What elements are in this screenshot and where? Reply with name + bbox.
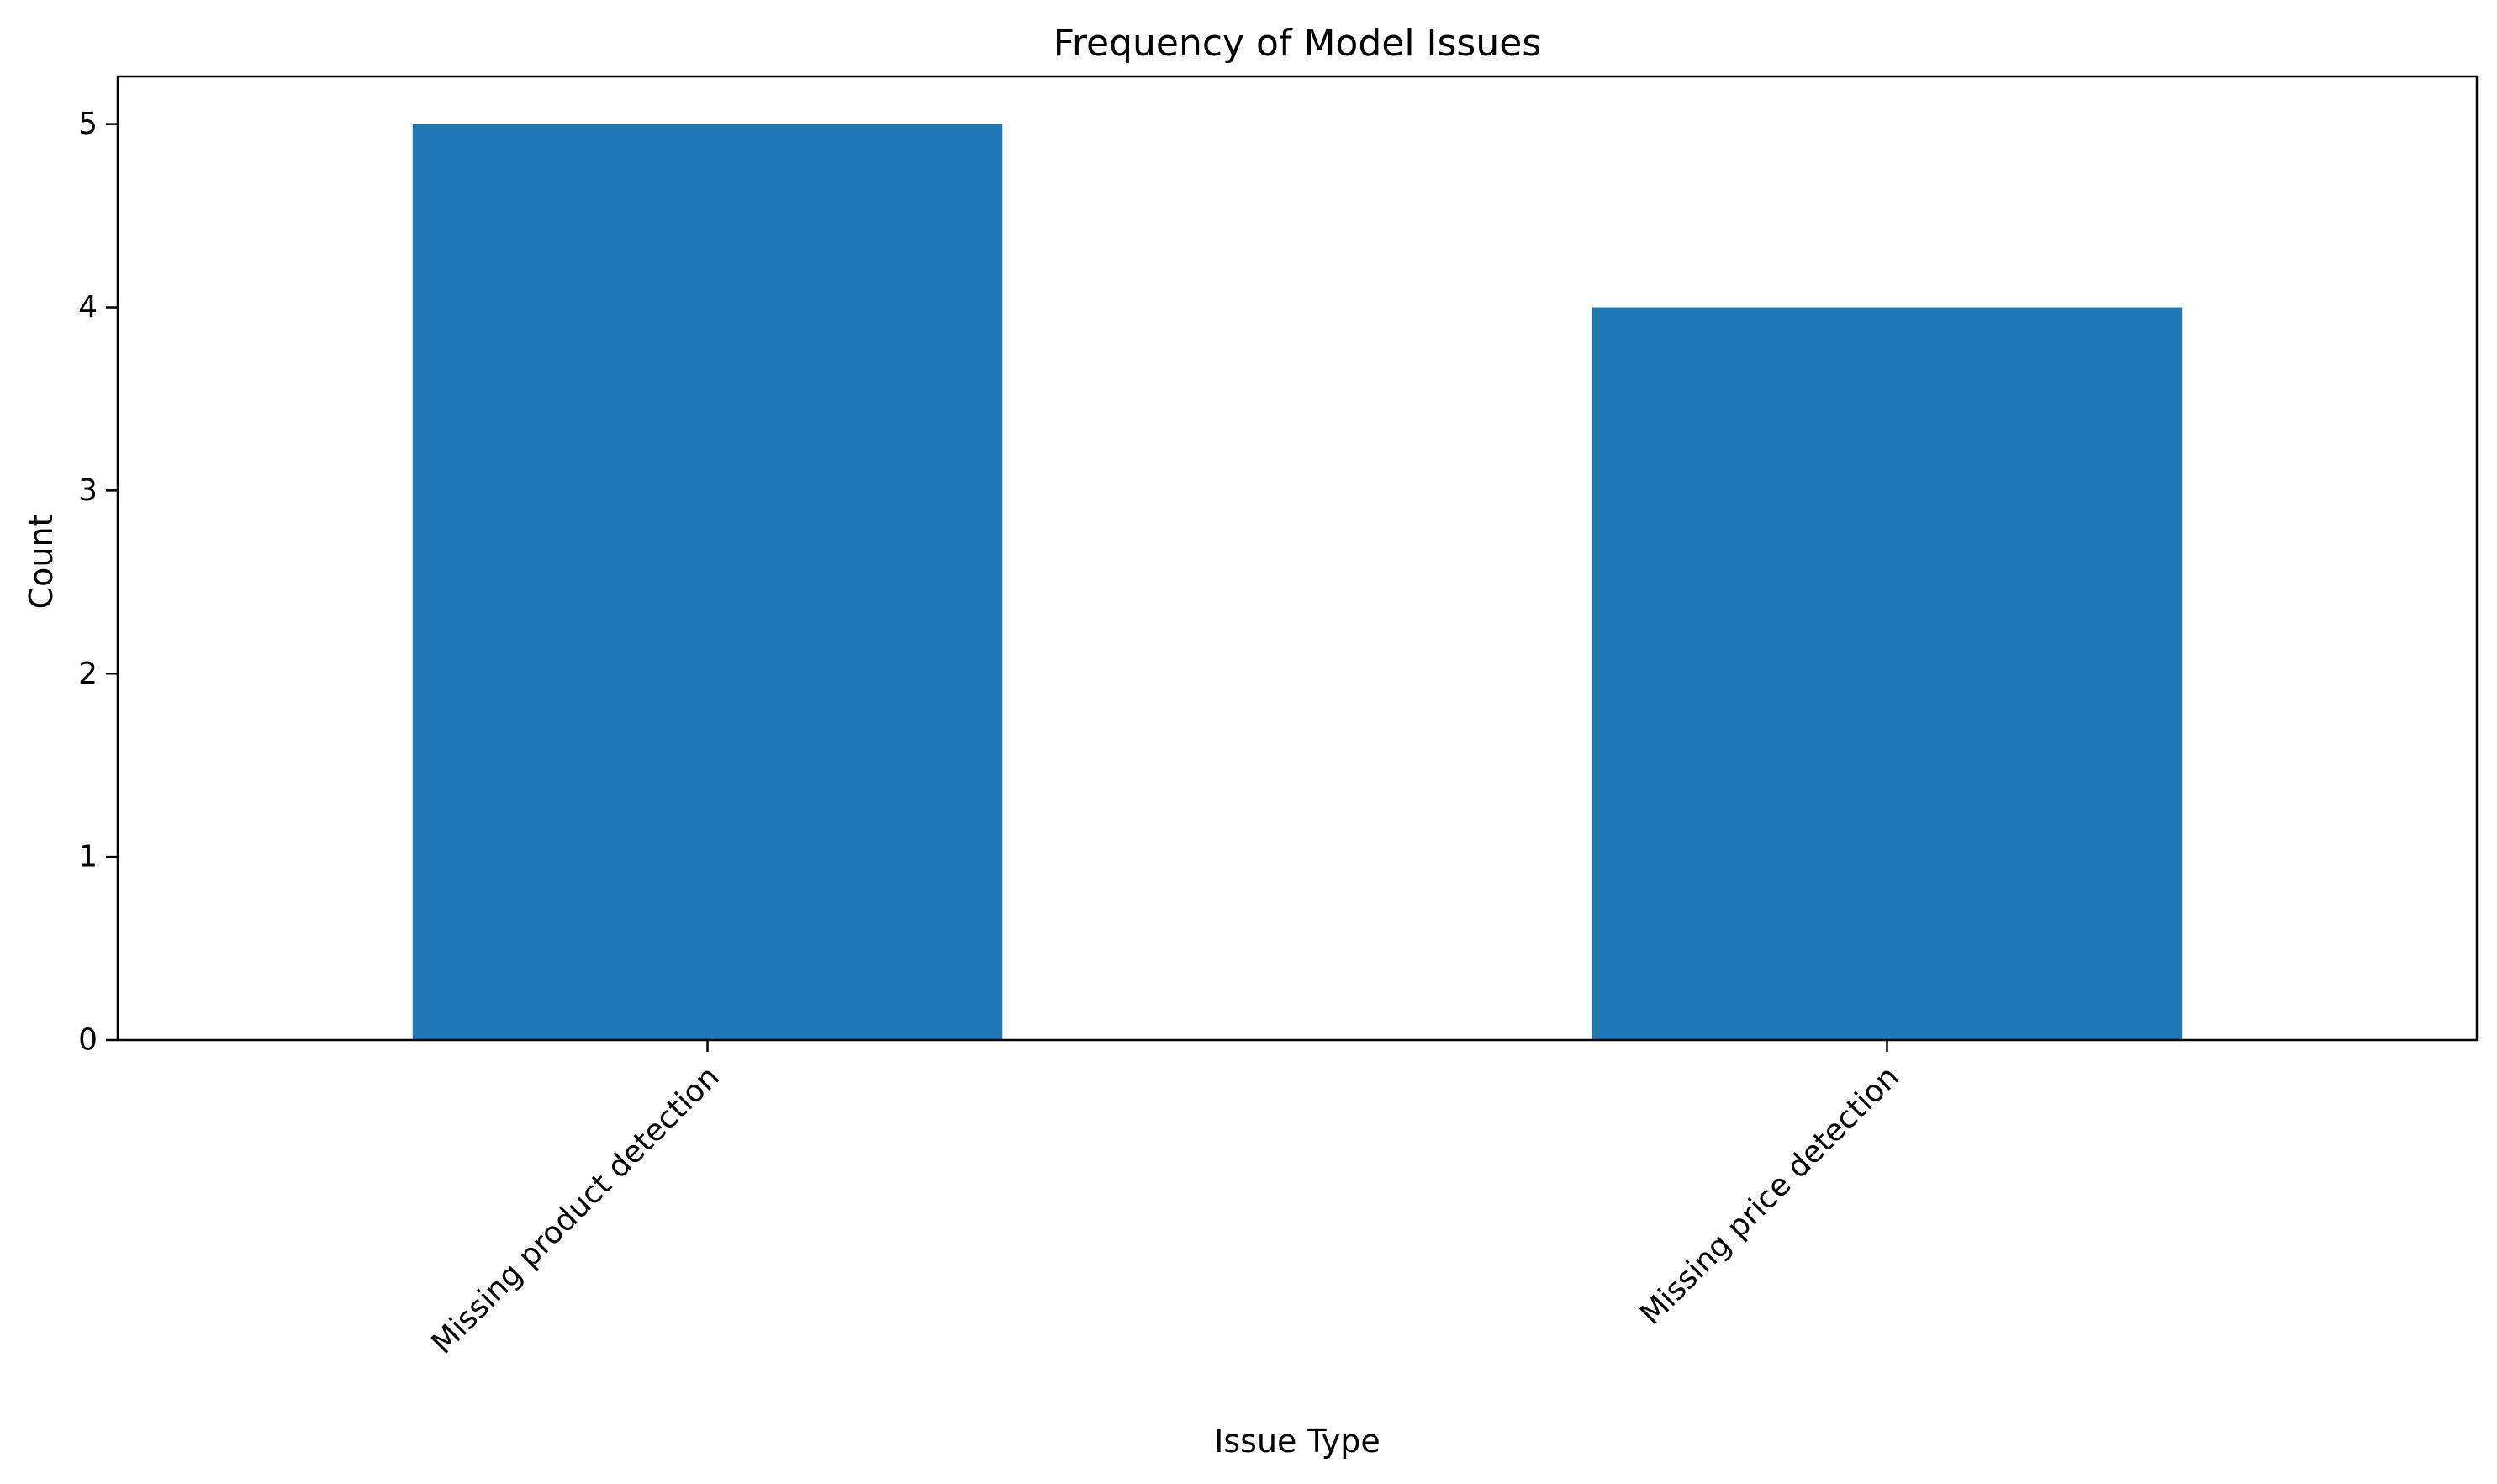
y-axis-label: Count bbox=[23, 515, 60, 610]
bar-2 bbox=[1592, 307, 2183, 1041]
y-tick-label: 0 bbox=[78, 1023, 98, 1058]
bar-1 bbox=[412, 124, 1003, 1041]
y-tick-label: 4 bbox=[78, 290, 98, 325]
x-axis-label: Issue Type bbox=[1214, 1423, 1380, 1460]
plot-frame bbox=[116, 75, 2479, 1042]
y-tick-label: 5 bbox=[78, 107, 98, 141]
chart-title: Frequency of Model Issues bbox=[1053, 22, 1542, 65]
y-axis-ticks: 0 1 2 3 4 5 bbox=[78, 107, 118, 1058]
y-tick-label: 3 bbox=[78, 473, 98, 508]
bars-layer bbox=[412, 124, 2183, 1041]
y-tick-label: 1 bbox=[78, 840, 98, 874]
y-tick-label: 2 bbox=[78, 657, 98, 691]
